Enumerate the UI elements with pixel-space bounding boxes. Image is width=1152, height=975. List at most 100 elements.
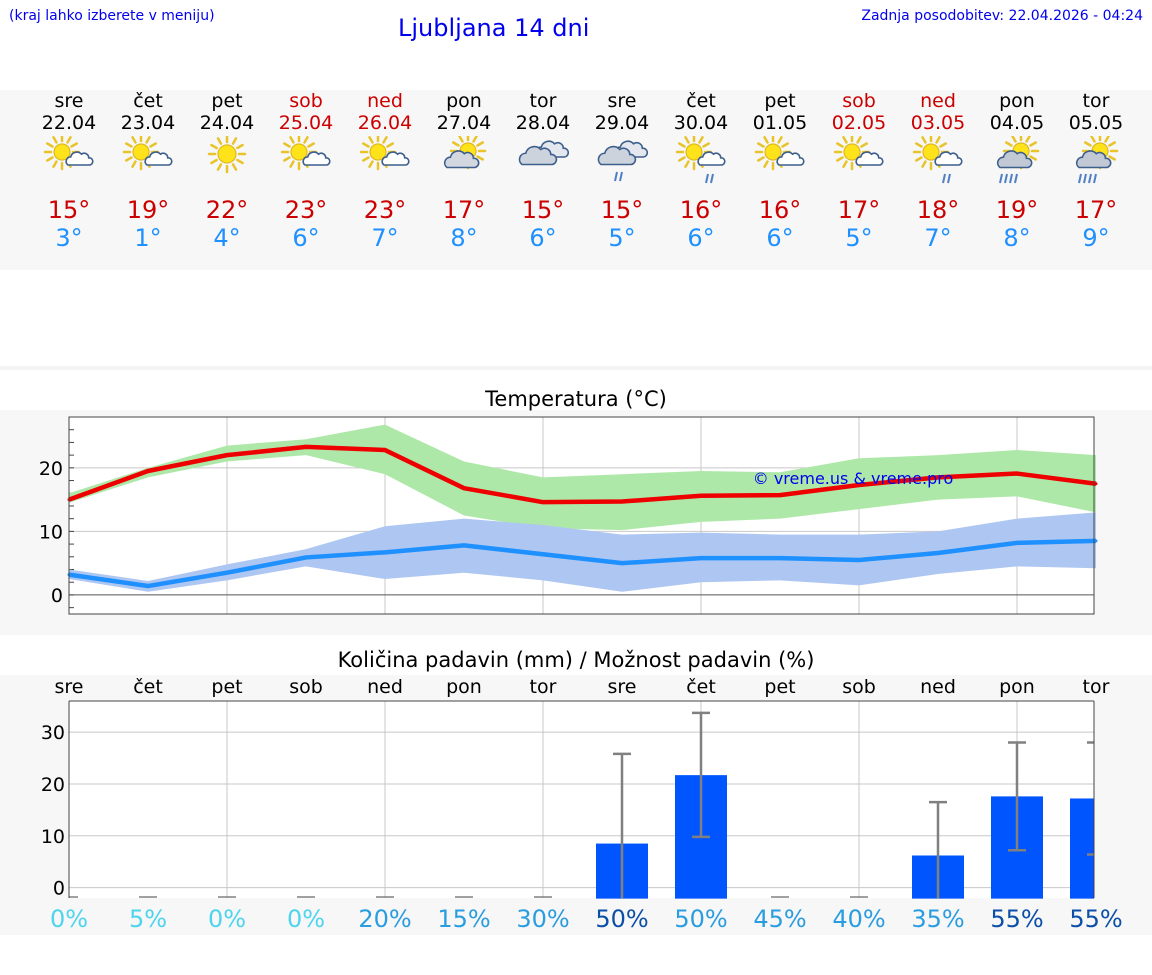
min-point (304, 555, 308, 559)
y-tick-label: 30 (41, 722, 65, 744)
min-point (541, 552, 545, 556)
day-name: ned (920, 90, 956, 112)
region-hint[interactable]: (kraj lahko izberete v meniju) (9, 8, 215, 24)
day-date: 05.05 (1068, 112, 1124, 134)
x-tick-label: pon (999, 676, 1035, 698)
precip-bar (1070, 798, 1094, 899)
sun-cloud-icon (122, 136, 173, 171)
day-date: 28.04 (515, 112, 571, 134)
max-line (68, 444, 1097, 505)
min-point (225, 571, 229, 575)
sun-cloud-icon (280, 136, 331, 171)
day-name: tor (1082, 90, 1110, 112)
max-point (462, 486, 466, 490)
day-column: pet 24.04 22° 4° (187, 90, 267, 252)
min-point (383, 550, 387, 554)
day-column: tor 28.04 15° 6° (503, 90, 583, 252)
day-name: sre (54, 90, 84, 112)
x-tick-label: sre (55, 676, 84, 698)
sun-cloud-heavy-rain-icon (1075, 136, 1119, 184)
min-temp: 7° (371, 224, 399, 252)
min-band (69, 512, 1096, 592)
y-tick-label: 0 (51, 585, 63, 607)
min-temp: 9° (1082, 224, 1110, 252)
bars-group (69, 711, 1094, 899)
weather-icon-wrap (424, 136, 504, 194)
max-point (778, 493, 782, 497)
max-point (541, 500, 545, 504)
min-temp: 5° (608, 224, 636, 252)
precip-probability: 30% (516, 905, 569, 933)
weather-icon-wrap (740, 136, 820, 194)
day-column: tor 05.05 17° 9° (1056, 90, 1136, 252)
min-temp: 6° (292, 224, 320, 252)
day-date: 29.04 (594, 112, 650, 134)
x-tick-label: pet (211, 676, 242, 698)
max-point (146, 469, 150, 473)
x-tick-label: sob (842, 676, 876, 698)
last-updated: Zadnja posodobitev: 22.04.2026 - 04:24 (861, 8, 1143, 24)
x-tick-label: sre (608, 676, 637, 698)
page-title: Ljubljana 14 dni (398, 14, 590, 42)
weather-icon-wrap (898, 136, 978, 194)
x-tick-label: čet (686, 676, 716, 698)
weather-icon-wrap (819, 136, 899, 194)
max-temp: 23° (284, 196, 328, 224)
precip-probability: 55% (1069, 905, 1122, 933)
y-tick-label: 10 (41, 826, 65, 848)
weather-icon-wrap (1056, 136, 1136, 194)
weather-icon-wrap (345, 136, 425, 194)
partly-cloudy-icon (443, 136, 487, 170)
weather-icon-wrap (661, 136, 741, 194)
precip-probability: 35% (911, 905, 964, 933)
day-date: 03.05 (910, 112, 966, 134)
max-temp: 15° (600, 196, 644, 224)
max-band (69, 424, 1096, 531)
max-point (304, 445, 308, 449)
day-date: 22.04 (41, 112, 97, 134)
max-temp: 16° (679, 196, 723, 224)
max-point (1015, 472, 1019, 476)
sun-cloud-icon (359, 136, 410, 171)
day-column: čet 30.04 16° 6° (661, 90, 741, 252)
forecast-days-panel (0, 90, 1152, 270)
x-tick-label: ned (920, 676, 956, 698)
y-tick-label: 10 (39, 521, 63, 543)
max-point (620, 500, 624, 504)
day-date: 26.04 (357, 112, 413, 134)
x-tick-label: sob (289, 676, 323, 698)
x-tick-label: čet (133, 676, 163, 698)
min-point (1015, 541, 1019, 545)
sun-cloud-icon (43, 136, 94, 171)
day-column: sob 02.05 17° 5° (819, 90, 899, 252)
day-column: sre 22.04 15° 3° (29, 90, 109, 252)
max-temp: 17° (837, 196, 881, 224)
max-point (383, 448, 387, 452)
min-temp: 7° (924, 224, 952, 252)
sun-cloud-icon (754, 136, 805, 171)
day-column: pon 04.05 19° 8° (977, 90, 1057, 252)
min-line (68, 538, 1097, 589)
x-tick-label: tor (1083, 676, 1110, 698)
temperature-chart: 0 10 20 © vreme.us & vreme.pro (39, 416, 1098, 615)
min-point (620, 561, 624, 565)
min-point (936, 551, 940, 555)
precip-probability: 0% (50, 905, 88, 933)
precip-probability: 20% (358, 905, 411, 933)
precip-probability: 0% (287, 905, 325, 933)
day-name: sob (289, 90, 323, 112)
weather-icon-wrap (266, 136, 346, 194)
min-point (778, 556, 782, 560)
max-temp: 15° (521, 196, 565, 224)
x-tick-label: pet (764, 676, 795, 698)
y-tick-label: 0 (53, 878, 65, 900)
y-tick-label: 20 (41, 774, 65, 796)
max-temp: 15° (47, 196, 91, 224)
sun-cloud-heavy-rain-icon (996, 136, 1040, 184)
cloud-rain-icon (597, 140, 649, 182)
day-column: čet 23.04 19° 1° (108, 90, 188, 252)
y-tick-label: 20 (39, 458, 63, 480)
min-temp: 8° (1003, 224, 1031, 252)
min-temp: 3° (55, 224, 83, 252)
min-temp: 6° (529, 224, 557, 252)
